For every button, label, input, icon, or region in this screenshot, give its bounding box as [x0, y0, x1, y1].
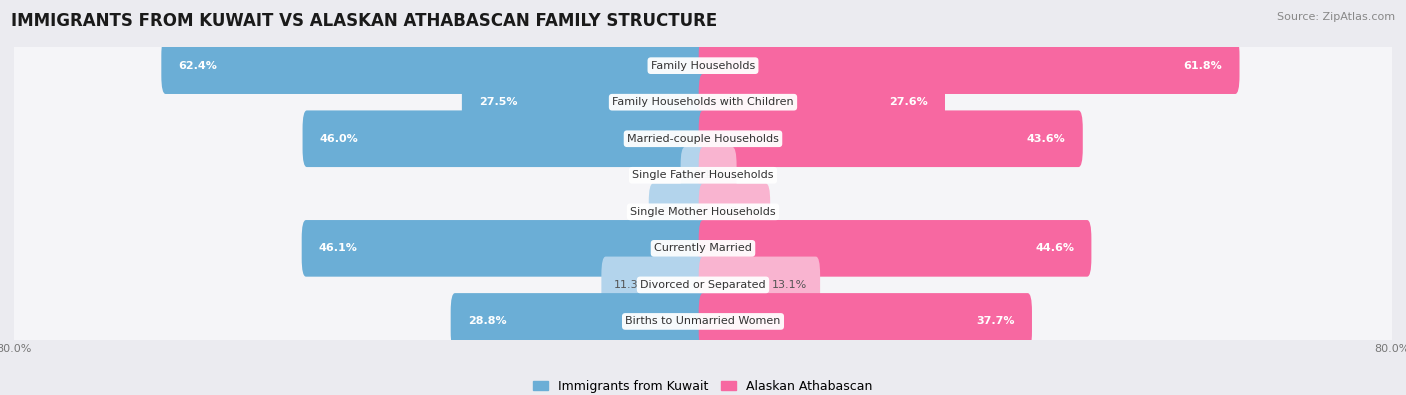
FancyBboxPatch shape: [699, 111, 1083, 167]
FancyBboxPatch shape: [162, 38, 707, 94]
FancyBboxPatch shape: [699, 147, 737, 203]
Text: 3.4%: 3.4%: [696, 170, 724, 180]
FancyBboxPatch shape: [13, 136, 1393, 214]
Text: 5.8%: 5.8%: [662, 207, 690, 217]
Text: 27.5%: 27.5%: [479, 97, 517, 107]
FancyBboxPatch shape: [602, 257, 707, 313]
FancyBboxPatch shape: [699, 74, 945, 130]
Text: Currently Married: Currently Married: [654, 243, 752, 253]
Text: 7.3%: 7.3%: [728, 207, 758, 217]
Text: 62.4%: 62.4%: [179, 61, 218, 71]
FancyBboxPatch shape: [302, 111, 707, 167]
Text: 11.3%: 11.3%: [614, 280, 650, 290]
FancyBboxPatch shape: [13, 100, 1393, 178]
Text: Single Father Households: Single Father Households: [633, 170, 773, 180]
FancyBboxPatch shape: [699, 184, 770, 240]
Legend: Immigrants from Kuwait, Alaskan Athabascan: Immigrants from Kuwait, Alaskan Athabasc…: [529, 375, 877, 395]
Text: Source: ZipAtlas.com: Source: ZipAtlas.com: [1277, 12, 1395, 22]
FancyBboxPatch shape: [13, 246, 1393, 324]
Text: 43.6%: 43.6%: [1026, 134, 1066, 144]
Text: 27.6%: 27.6%: [889, 97, 928, 107]
Text: Divorced or Separated: Divorced or Separated: [640, 280, 766, 290]
Text: 46.1%: 46.1%: [319, 243, 357, 253]
FancyBboxPatch shape: [13, 63, 1393, 141]
FancyBboxPatch shape: [13, 173, 1393, 251]
FancyBboxPatch shape: [681, 147, 707, 203]
Text: 46.0%: 46.0%: [319, 134, 359, 144]
Text: Family Households with Children: Family Households with Children: [612, 97, 794, 107]
Text: Single Mother Households: Single Mother Households: [630, 207, 776, 217]
FancyBboxPatch shape: [451, 293, 707, 350]
FancyBboxPatch shape: [648, 184, 707, 240]
Text: Births to Unmarried Women: Births to Unmarried Women: [626, 316, 780, 326]
Text: 28.8%: 28.8%: [468, 316, 506, 326]
Text: 37.7%: 37.7%: [976, 316, 1015, 326]
Text: IMMIGRANTS FROM KUWAIT VS ALASKAN ATHABASCAN FAMILY STRUCTURE: IMMIGRANTS FROM KUWAIT VS ALASKAN ATHABA…: [11, 12, 717, 30]
FancyBboxPatch shape: [699, 257, 820, 313]
FancyBboxPatch shape: [13, 209, 1393, 288]
FancyBboxPatch shape: [699, 293, 1032, 350]
Text: 13.1%: 13.1%: [772, 280, 807, 290]
FancyBboxPatch shape: [13, 26, 1393, 105]
FancyBboxPatch shape: [461, 74, 707, 130]
Text: 2.1%: 2.1%: [693, 170, 721, 180]
FancyBboxPatch shape: [699, 220, 1091, 276]
Text: Family Households: Family Households: [651, 61, 755, 71]
Text: Married-couple Households: Married-couple Households: [627, 134, 779, 144]
FancyBboxPatch shape: [13, 282, 1393, 361]
FancyBboxPatch shape: [302, 220, 707, 276]
FancyBboxPatch shape: [699, 38, 1240, 94]
Text: 61.8%: 61.8%: [1184, 61, 1222, 71]
Text: 44.6%: 44.6%: [1035, 243, 1074, 253]
